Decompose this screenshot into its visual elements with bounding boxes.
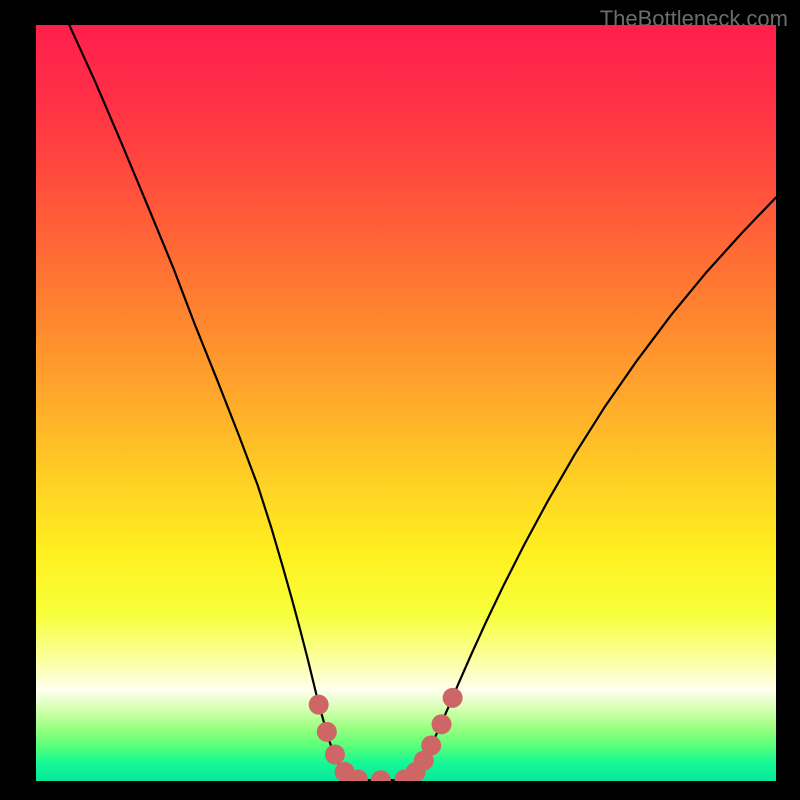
marker-dot [371,770,391,781]
marker-dot [325,745,345,765]
watermark: TheBottleneck.com [600,6,788,32]
marker-dot [421,735,441,755]
marker-dot [432,714,452,734]
plot-area [36,25,776,781]
marker-group [309,688,463,781]
marker-dot [317,722,337,742]
curve-left [69,25,358,779]
chart-svg [36,25,776,781]
marker-dot [443,688,463,708]
marker-dot [309,695,329,715]
